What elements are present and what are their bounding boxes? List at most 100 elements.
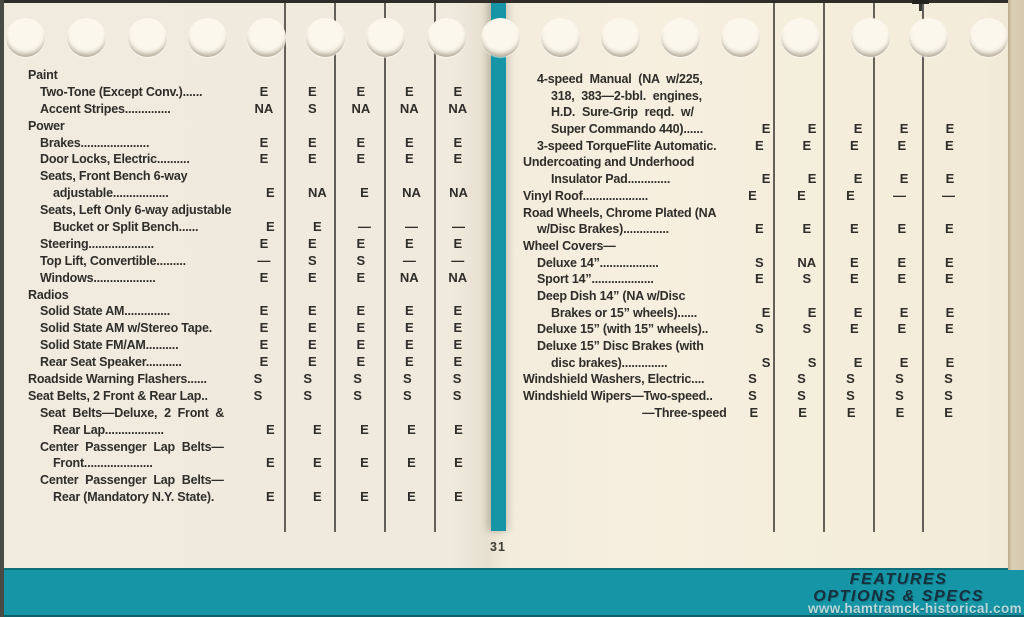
binding-hole: [601, 18, 640, 57]
value-cell: E: [265, 219, 275, 235]
binding-hole: [247, 18, 286, 57]
table-row: 318, 383—2-bbl. engines,: [514, 88, 973, 105]
column-rule: [434, 3, 436, 532]
value-cell: [283, 67, 333, 84]
table-row: Deluxe 15” Disc Brakes (with: [514, 338, 973, 355]
value-cell: [333, 118, 383, 135]
table-row: Steering.................... E E E E E: [26, 236, 482, 253]
page-divider: [491, 0, 506, 531]
value-cell: [240, 439, 288, 456]
table-row: Paint: [26, 67, 482, 84]
value-cell: E: [404, 83, 414, 99]
value-cell: E: [356, 235, 366, 251]
value-cell: E: [945, 171, 955, 187]
value-cell: [736, 71, 784, 88]
table-row: w/Disc Brakes).............. E E E E E: [514, 221, 973, 238]
value-cell: [736, 338, 784, 355]
table-row: Brakes or 15” wheels)...... E E E E E: [514, 305, 973, 322]
value-cell: E: [265, 489, 275, 505]
value-cell: E: [356, 151, 366, 167]
value-cell: S: [802, 271, 812, 287]
value-cell: [233, 67, 283, 84]
value-cell: S: [761, 354, 771, 370]
value-cell: E: [259, 151, 269, 167]
value-cell: [736, 288, 784, 305]
value-cell: E: [944, 404, 953, 420]
value-cell: [233, 287, 283, 304]
value-cell: E: [807, 304, 817, 320]
value-cell: NA: [254, 100, 274, 116]
value-cell: E: [944, 321, 954, 337]
value-cell: [777, 205, 826, 222]
value-cell: [777, 154, 826, 171]
row-label: Seat Belts—Deluxe, 2 Front &: [40, 405, 225, 420]
table-row: Center Passenger Lap Belts—: [26, 472, 482, 489]
value-cell: S: [308, 100, 317, 116]
value-cell: S: [797, 371, 806, 387]
value-cell: S: [353, 371, 362, 387]
value-cell: [432, 287, 482, 304]
value-cell: [432, 118, 482, 135]
row-label: Deluxe 14”..................: [537, 255, 659, 270]
table-row: Brakes..................... E E E E E: [26, 135, 482, 152]
value-cell: S: [253, 371, 263, 387]
value-cell: E: [356, 354, 366, 370]
row-label: Seats, Front Bench 6-way: [40, 169, 188, 184]
row-label: Seat Belts, 2 Front & Rear Lap..: [28, 388, 208, 403]
binding-hole: [6, 18, 45, 57]
value-cell: [777, 238, 826, 255]
value-cell: E: [313, 219, 322, 235]
table-row: Deluxe 15” (with 15” wheels).. S S E E E: [514, 321, 973, 338]
value-cell: S: [353, 387, 362, 403]
value-cell: S: [402, 371, 412, 387]
value-cell: [927, 104, 973, 121]
table-row: Seats, Front Bench 6-way: [26, 168, 482, 185]
value-cell: E: [895, 404, 905, 420]
table-row: Undercoating and Underhood: [514, 154, 973, 171]
table-row: —Three-speed E E E E E: [514, 405, 973, 422]
value-cell: E: [259, 83, 269, 99]
footer-title-line2: OPTIONS & SPECS: [813, 588, 984, 605]
value-cell: S: [802, 321, 812, 337]
value-cell: E: [761, 171, 771, 187]
value-cell: [728, 205, 777, 222]
value-cell: E: [899, 354, 909, 370]
value-cell: E: [849, 137, 859, 153]
row-label: disc brakes)..............: [551, 355, 668, 370]
value-cell: [881, 104, 927, 121]
value-cell: S: [303, 387, 313, 403]
value-cell: [926, 71, 974, 88]
value-cell: NA: [448, 269, 468, 285]
value-cell: [333, 67, 383, 84]
value-cell: [382, 287, 432, 304]
value-cell: E: [360, 421, 369, 437]
value-cell: E: [308, 337, 317, 353]
row-label: Solid State FM/AM..........: [40, 338, 179, 353]
value-cell: E: [945, 121, 955, 137]
table-row: Solid State FM/AM.......... E E E E E: [26, 337, 482, 354]
value-cell: E: [308, 269, 317, 285]
table-row: Windshield Washers, Electric.... S S S S S: [514, 371, 973, 388]
value-cell: E: [453, 134, 463, 150]
value-cell: [233, 118, 283, 135]
value-cell: [878, 338, 926, 355]
value-cell: E: [259, 354, 269, 370]
value-cell: [283, 118, 333, 135]
value-cell: [831, 288, 879, 305]
value-cell: E: [404, 320, 414, 336]
value-cell: E: [356, 303, 366, 319]
value-cell: E: [453, 83, 463, 99]
value-cell: [924, 154, 973, 171]
value-cell: [288, 439, 336, 456]
binding-hole: [541, 18, 580, 57]
value-cell: [240, 405, 288, 422]
row-label: w/Disc Brakes)..............: [537, 222, 669, 237]
value-cell: [385, 472, 433, 489]
value-cell: E: [265, 455, 275, 471]
value-cell: [288, 405, 336, 422]
value-cell: [385, 405, 433, 422]
binding-hole: [909, 18, 948, 57]
value-cell: [434, 168, 482, 185]
value-cell: E: [749, 404, 759, 420]
